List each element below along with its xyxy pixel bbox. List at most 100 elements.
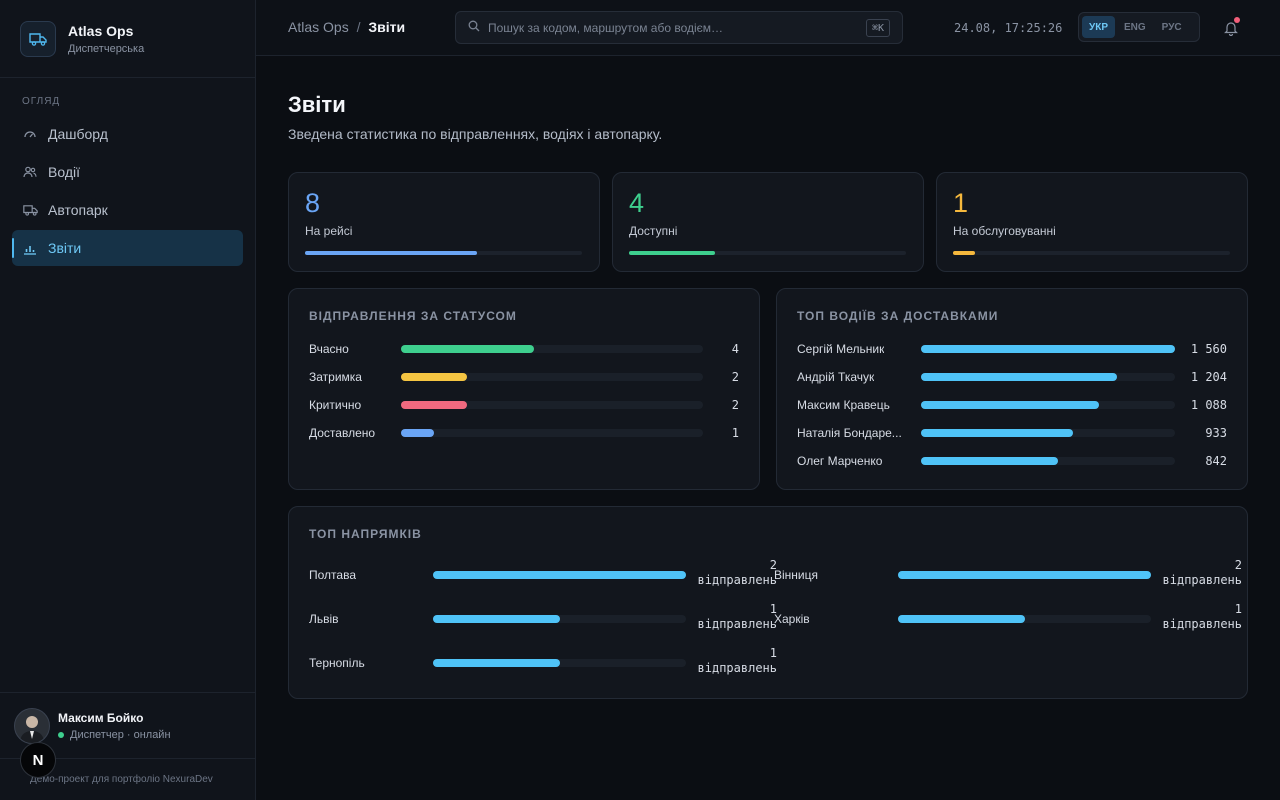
route-city: Львів <box>309 612 339 626</box>
online-status-dot <box>58 731 64 738</box>
route-row: Полтава <box>309 565 356 585</box>
driver-row[interactable]: Сергій Мельник <box>797 339 909 359</box>
breadcrumb-root[interactable]: Atlas Ops <box>288 19 349 35</box>
driver-bar <box>921 429 1074 437</box>
panel-title: ТОП НАПРЯМКІВ <box>309 527 422 541</box>
driver-bar-track <box>921 457 1175 465</box>
driver-deliveries: 842 <box>1205 454 1227 468</box>
lang-rus-button[interactable]: РУС <box>1161 21 1182 33</box>
kpi-progress-track <box>629 251 906 255</box>
search-box[interactable]: ⌘K <box>455 11 903 44</box>
status-value: 2 <box>731 370 739 384</box>
kpi-label: На обслуговуванні <box>953 224 1056 238</box>
route-count-value: 1 <box>1234 602 1242 616</box>
sidebar-item-reports[interactable]: Звіти <box>12 230 243 266</box>
user-name: Максим Бойко <box>58 710 144 725</box>
bar-chart-icon <box>22 240 38 256</box>
notifications-bell-icon[interactable] <box>1224 17 1240 37</box>
kpi-card-maintenance: 1 На обслуговуванні <box>936 172 1248 272</box>
footer-note: Демо-проект для портфоліо NexuraDev <box>0 758 255 800</box>
drivers-panel: ТОП ВОДІЇВ ЗА ДОСТАВКАМИ Сергій Мельник 1… <box>776 288 1248 490</box>
driver-row[interactable]: Наталія Бондаре... <box>797 423 909 443</box>
panel-title: ВІДПРАВЛЕННЯ ЗА СТАТУСОМ <box>309 309 517 323</box>
route-bar <box>898 615 1025 623</box>
driver-row[interactable]: Олег Марченко <box>797 451 909 471</box>
truck-logo-icon <box>20 20 56 57</box>
kpi-label: На рейсі <box>305 224 353 238</box>
status-bar-track <box>401 429 703 437</box>
route-count-value: 1 <box>769 646 777 660</box>
driver-row[interactable]: Максим Кравець <box>797 395 909 415</box>
brand-name: Atlas Ops <box>68 22 134 39</box>
status-panel: ВІДПРАВЛЕННЯ ЗА СТАТУСОМ Вчасно 4 Затримка… <box>288 288 760 490</box>
kpi-progress-fill <box>629 251 715 255</box>
kpi-progress-fill <box>305 251 477 255</box>
route-city: Полтава <box>309 568 356 582</box>
route-row: Харків <box>774 609 810 629</box>
sidebar-item-label: Автопарк <box>48 202 108 218</box>
status-bar <box>401 345 534 353</box>
search-shortcut: ⌘K <box>865 19 890 37</box>
clock: 24.08, 17:25:26 <box>954 21 1063 35</box>
user-profile[interactable]: Максим Бойко Диспетчер · онлайн <box>0 692 255 758</box>
gauge-icon <box>22 126 38 142</box>
route-count-unit: відправлень <box>697 573 777 587</box>
search-icon <box>468 19 480 37</box>
route-bar <box>433 615 560 623</box>
lang-ukr-button[interactable]: УКР <box>1082 16 1115 38</box>
panel-title: ТОП ВОДІЇВ ЗА ДОСТАВКАМИ <box>797 309 999 323</box>
route-bar <box>898 571 1151 579</box>
route-bar-track <box>433 615 686 623</box>
route-count-value: 1 <box>769 602 777 616</box>
search-input[interactable] <box>488 20 848 35</box>
driver-name: Олег Марченко <box>797 454 883 468</box>
route-count: 1 відправлень <box>1162 602 1242 632</box>
kpi-progress-fill <box>953 251 976 255</box>
status-value: 1 <box>731 426 739 440</box>
status-row: Затримка <box>309 367 362 387</box>
brand[interactable]: Atlas Ops Диспетчерська <box>0 0 255 78</box>
sidebar-item-dashboard[interactable]: Дашборд <box>12 116 243 152</box>
page-title: Звіти <box>288 92 346 117</box>
kpi-value: 8 <box>305 188 321 218</box>
status-row: Критично <box>309 395 361 415</box>
route-count-unit: відправлень <box>697 661 777 675</box>
status-bar <box>401 373 468 381</box>
status-bar <box>401 401 468 409</box>
status-value: 4 <box>731 342 739 356</box>
route-bar-track <box>433 659 686 667</box>
users-icon <box>22 164 38 180</box>
status-label: Вчасно <box>309 342 349 356</box>
sidebar-item-drivers[interactable]: Водії <box>12 154 243 190</box>
driver-name: Наталія Бондаре... <box>797 426 902 440</box>
kpi-value: 4 <box>629 188 645 218</box>
sidebar-item-fleet[interactable]: Автопарк <box>12 192 243 228</box>
route-bar-track <box>898 615 1151 623</box>
status-bar-track <box>401 401 703 409</box>
driver-row[interactable]: Андрій Ткачук <box>797 367 909 387</box>
route-count: 1 відправлень <box>697 646 777 676</box>
user-role-text: Диспетчер · онлайн <box>70 728 171 741</box>
lang-eng-button[interactable]: ENG <box>1124 21 1146 33</box>
routes-panel: ТОП НАПРЯМКІВ Полтава 2 відправлень Вінниця… <box>288 506 1248 699</box>
route-bar <box>433 571 686 579</box>
driver-bar <box>921 401 1099 409</box>
kpi-progress-track <box>953 251 1230 255</box>
driver-deliveries: 1 088 <box>1190 398 1227 412</box>
brand-subtitle: Диспетчерська <box>68 42 145 55</box>
top-header: Atlas Ops / Звіти ⌘K 24.08, 17:25:26 УКР… <box>256 0 1280 56</box>
breadcrumb-separator: / <box>356 19 361 35</box>
avatar <box>14 707 50 744</box>
kpi-label: Доступні <box>629 224 678 238</box>
user-status: Диспетчер · онлайн <box>58 729 171 741</box>
dev-tools-badge[interactable]: N <box>20 742 56 778</box>
route-count-unit: відправлень <box>1162 617 1242 631</box>
status-bar <box>401 429 435 437</box>
status-bar-track <box>401 345 703 353</box>
route-bar-track <box>433 571 686 579</box>
status-row: Доставлено <box>309 423 375 443</box>
kpi-card-on-trip: 8 На рейсі <box>288 172 600 272</box>
route-row: Тернопіль <box>309 653 365 673</box>
driver-bar-track <box>921 373 1175 381</box>
driver-deliveries: 933 <box>1205 426 1227 440</box>
